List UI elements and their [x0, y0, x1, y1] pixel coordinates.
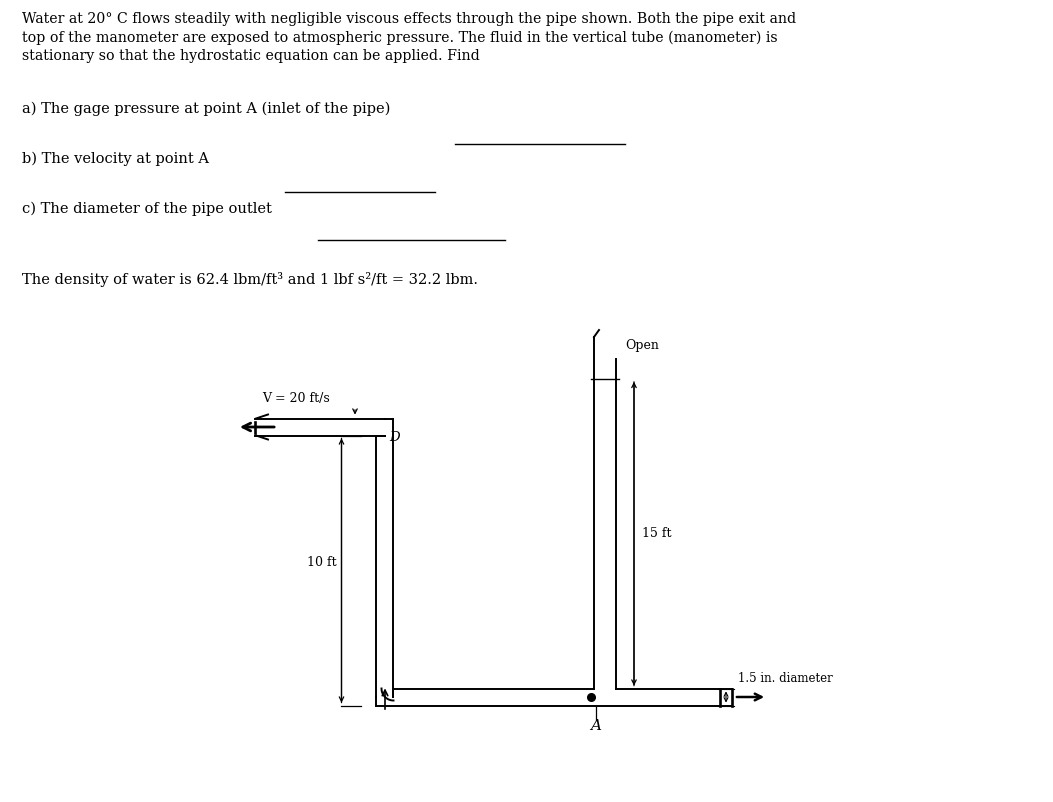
Text: c) The diameter of the pipe outlet: c) The diameter of the pipe outlet: [22, 202, 272, 217]
Text: V = 20 ft/s: V = 20 ft/s: [262, 392, 330, 405]
Text: Water at 20° C flows steadily with negligible viscous effects through the pipe s: Water at 20° C flows steadily with negli…: [22, 12, 796, 63]
Text: 10 ft: 10 ft: [306, 556, 337, 569]
Text: A: A: [591, 719, 601, 733]
Text: 1.5 in. diameter: 1.5 in. diameter: [738, 673, 833, 686]
Text: D: D: [389, 431, 400, 444]
Text: b) The velocity at point A: b) The velocity at point A: [22, 152, 208, 166]
Text: Open: Open: [625, 338, 659, 351]
Text: 15 ft: 15 ft: [642, 527, 672, 541]
Text: a) The gage pressure at point A (inlet of the pipe): a) The gage pressure at point A (inlet o…: [22, 102, 391, 116]
Text: The density of water is 62.4 lbm/ft³ and 1 lbf s²/ft = 32.2 lbm.: The density of water is 62.4 lbm/ft³ and…: [22, 272, 478, 287]
